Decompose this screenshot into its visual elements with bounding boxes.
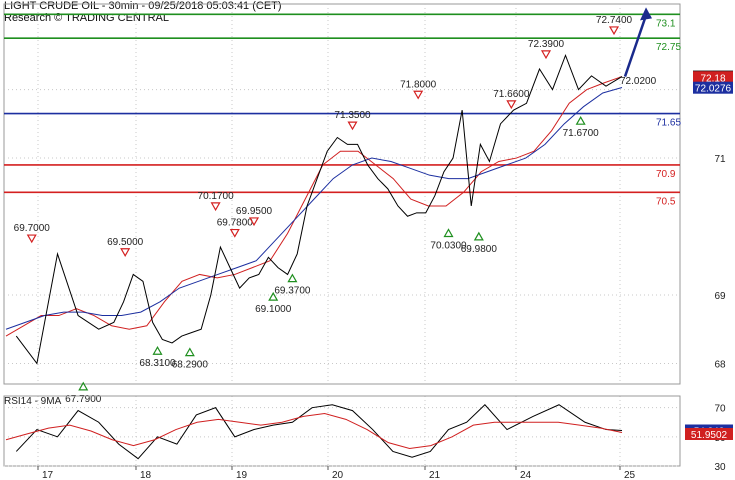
rsi-badge	[685, 427, 733, 440]
swing-high-label: 72.3900	[528, 39, 565, 50]
rsi-tick-label: 70	[714, 404, 726, 415]
price-series	[15, 53, 623, 365]
swing-high-marker	[210, 202, 221, 212]
swing-low-label: 70.0300	[430, 240, 467, 251]
price-tick-label: 71	[714, 154, 726, 165]
swing-high-label: 69.9500	[236, 206, 273, 217]
swing-low-marker	[152, 346, 163, 355]
price-tick-label: 69	[714, 291, 726, 302]
swing-low-marker	[473, 231, 484, 241]
price-frame	[3, 3, 681, 385]
swing-high-marker	[506, 100, 517, 110]
swing-high-marker	[540, 50, 552, 60]
swing-high-label: 71.8000	[400, 79, 437, 90]
sma_slow-line	[5, 87, 623, 330]
rsi-line	[15, 404, 623, 460]
swing-low-marker	[443, 228, 454, 238]
level-label: 70.9	[656, 169, 676, 180]
price-badge	[693, 81, 733, 94]
rsi-ma-line	[5, 412, 623, 450]
price-badge	[693, 71, 733, 84]
x-tick-label: 19	[236, 470, 248, 480]
swing-low-marker	[268, 291, 279, 301]
chart-title: LIGHT CRUDE OIL - 30min - 09/25/2018 05:…	[4, 0, 282, 12]
sma_fast-line	[5, 76, 623, 337]
grid	[3, 3, 681, 466]
x-tick-label: 17	[42, 470, 54, 480]
x-tick-label: 21	[429, 470, 441, 480]
support-resistance-levels: 73.1 72.75 71.65 70.9 70.5	[4, 13, 681, 207]
swing-low-marker	[575, 115, 586, 125]
projection-arrow-head	[640, 7, 652, 21]
x-tick-label: 24	[520, 470, 532, 480]
level-label: 72.75	[656, 42, 681, 53]
x-tick-label: 20	[332, 470, 344, 480]
x-tick-label: 25	[624, 470, 636, 480]
swing-high-label: 69.7000	[14, 223, 51, 234]
swing-high-marker	[248, 217, 260, 227]
swing-high-label: 72.7400	[596, 15, 633, 26]
price-line	[15, 53, 623, 365]
rsi-badge-label: 51.9502	[691, 430, 728, 441]
level-label: 73.1	[656, 18, 676, 29]
swing-low-marker	[287, 273, 298, 283]
projection-arrow-shaft	[623, 15, 648, 77]
swing-high-label: 69.7800	[217, 218, 254, 229]
time-axis: 17 18 19 20 21 24 25	[37, 466, 636, 480]
moving-averages	[5, 76, 623, 337]
swing-high-marker	[608, 26, 620, 36]
rsi-panel: RSI14 - 9MA70503054.34251.9502	[3, 395, 733, 473]
swing-low-label: 68.2900	[172, 360, 209, 371]
swing-high-marker	[413, 90, 424, 100]
swing-low-label: 71.6700	[563, 128, 600, 139]
swing-high-marker	[120, 248, 131, 257]
swing-low-label: 69.3700	[274, 286, 311, 297]
swing-high-label: 71.3500	[334, 110, 371, 121]
annotation-label: 72.0200	[620, 76, 657, 87]
price-badge-label: 72.0276	[695, 84, 732, 95]
swing-high-label: 70.1700	[198, 191, 235, 202]
swing-high-label: 69.5000	[107, 237, 144, 248]
rsi-title: RSI14 - 9MA	[4, 396, 62, 407]
swing-low-label: 69.1000	[255, 304, 292, 315]
rsi-tick-label: 30	[714, 462, 726, 473]
level-label: 70.5	[656, 196, 676, 207]
swing-low-label: 67.7900	[65, 394, 102, 405]
price-tick-label: 68	[714, 359, 726, 370]
price-badge-label: 72.18	[700, 73, 725, 84]
swing-low-marker	[78, 381, 89, 391]
swing-high-marker	[26, 234, 37, 244]
swing-low-marker	[184, 347, 195, 357]
swing-low-label: 69.9800	[461, 244, 498, 255]
rsi-frame	[3, 395, 681, 467]
level-label: 71.65	[656, 118, 681, 129]
swing-high-marker	[347, 121, 358, 131]
swing-low-label: 68.3100	[139, 358, 176, 369]
x-tick-label: 18	[140, 470, 152, 480]
swing-high-marker	[229, 228, 240, 238]
swing-high-label: 71.6600	[493, 89, 530, 100]
